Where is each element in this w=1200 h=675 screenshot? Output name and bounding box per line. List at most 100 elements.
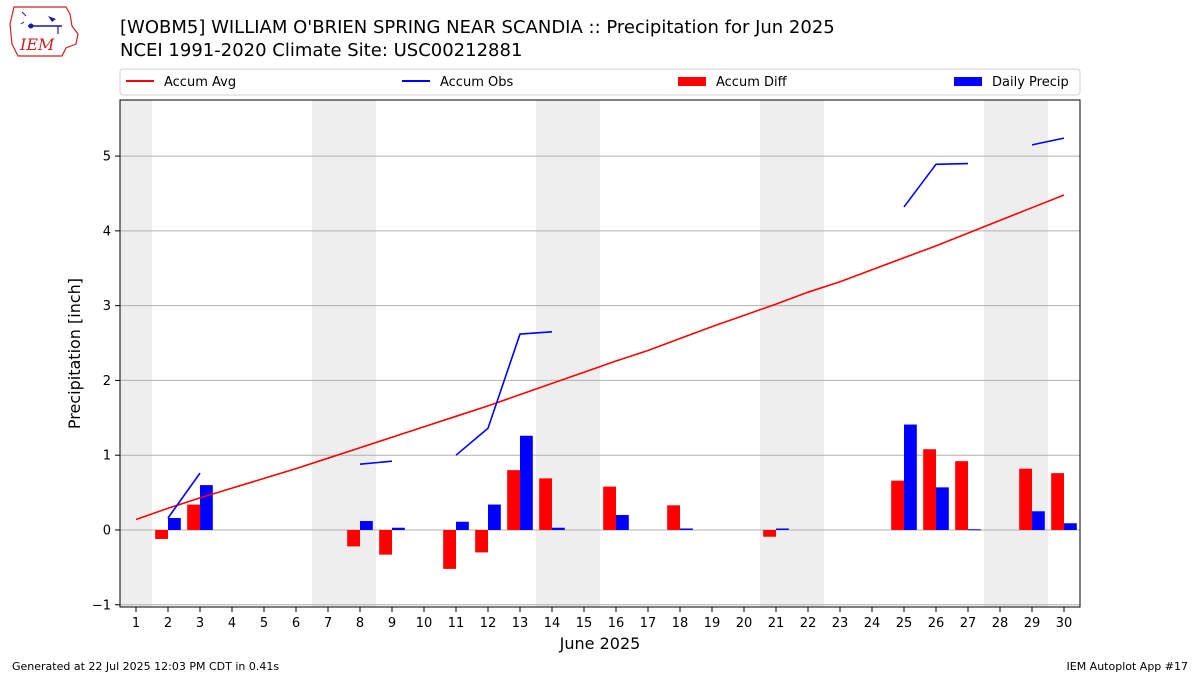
logo-text: IEM	[19, 35, 55, 54]
x-tick-label-7: 7	[324, 616, 332, 631]
x-tick-label-19: 19	[704, 616, 721, 631]
weekend-shade-day-15	[568, 100, 600, 607]
footer-generated: Generated at 22 Jul 2025 12:03 PM CDT in…	[12, 660, 280, 673]
x-tick-label-5: 5	[260, 616, 268, 631]
axes-layer: 1 2 3 4 5 6 7 8 9 10 11 12 13 14 15 16 17 18 19 20 21 22 23 24 2…	[65, 150, 1072, 653]
accum-diff-bar-day-18	[667, 505, 680, 530]
grid-lines	[120, 155, 1080, 606]
accum-diff-bar-day-16	[603, 486, 616, 530]
x-tick-label-30: 30	[1056, 616, 1073, 631]
x-tick-label-23: 23	[832, 616, 849, 631]
x-tick-label-27: 27	[960, 616, 977, 631]
x-tick-label-21: 21	[768, 616, 785, 631]
daily-precip-bar-day-16	[616, 515, 629, 530]
x-tick-label-18: 18	[672, 616, 689, 631]
legend: Accum Avg Accum Obs Accum Diff Daily Precip	[119, 68, 1081, 96]
daily-precip-bar-day-13	[520, 435, 533, 530]
x-tick-label-20: 20	[736, 616, 753, 631]
daily-precip-bar-day-11	[456, 521, 469, 530]
accum-diff-bar-day-27	[955, 461, 968, 530]
plot-frame	[119, 99, 1081, 608]
y-tick-label-5: 5	[103, 150, 111, 165]
x-tick-label-14: 14	[544, 616, 561, 631]
x-tick-label-6: 6	[292, 616, 300, 631]
iem-logo: IEM	[9, 6, 79, 57]
daily-precip-bar-day-8	[360, 521, 373, 530]
x-tick-label-9: 9	[388, 616, 396, 631]
chart-subtitle: NCEI 1991-2020 Climate Site: USC00212881	[120, 40, 523, 61]
x-tick-label-17: 17	[640, 616, 657, 631]
weekend-shade-day-28	[984, 100, 1016, 607]
daily-precip-bar-day-27	[968, 529, 981, 531]
accum-obs-line-segment-4	[1031, 137, 1065, 146]
daily-precip-bar-day-25	[904, 424, 917, 530]
x-axis-label: June 2025	[559, 634, 641, 653]
accum-obs-line-segment-0	[167, 472, 201, 519]
x-tick-label-11: 11	[448, 616, 465, 631]
accum-diff-bar-day-11	[443, 529, 456, 569]
weekend-shade-day-22	[792, 100, 824, 607]
y-tick-label-3: 3	[103, 299, 111, 314]
legend-label-accum-diff: Accum Diff	[716, 75, 788, 90]
accum-obs-line-segment-3	[903, 162, 969, 208]
weekend-shading	[120, 100, 1048, 607]
daily-precip-bar-day-21	[776, 528, 789, 530]
y-tick-label-1: 1	[103, 449, 111, 464]
weekend-shade-day-14	[536, 100, 568, 607]
weekend-shade-day-29	[1016, 100, 1048, 607]
x-tick-label-22: 22	[800, 616, 817, 631]
weekend-shade-day-7	[312, 100, 344, 607]
accum-diff-bar-day-3	[187, 504, 200, 530]
accum-obs-line-segment-1	[359, 460, 393, 465]
daily-precip-bar-day-3	[200, 485, 213, 530]
accum-avg-line-segment-0	[135, 194, 1065, 521]
daily-precip-bar-day-29	[1032, 511, 1045, 530]
x-tick-label-4: 4	[228, 616, 236, 631]
daily-precip-bar-day-12	[488, 504, 501, 530]
accum-diff-bar-day-13	[507, 470, 520, 530]
legend-swatch-accum-diff	[678, 77, 706, 86]
x-tick-label-2: 2	[164, 616, 172, 631]
weekend-shade-day-21	[760, 100, 792, 607]
daily-precip-bar-day-14	[552, 527, 565, 530]
legend-swatch-daily-precip	[954, 77, 982, 86]
legend-label-accum-obs: Accum Obs	[440, 75, 513, 90]
x-tick-label-10: 10	[416, 616, 433, 631]
y-tick-label-4: 4	[103, 224, 111, 239]
y-tick-label-2: 2	[103, 374, 111, 389]
accum-diff-bar-day-30	[1051, 473, 1064, 530]
daily-precip-bar-day-18	[680, 528, 693, 530]
bars-layer	[155, 424, 1077, 569]
accum-diff-bar-day-25	[891, 480, 904, 530]
legend-label-daily-precip: Daily Precip	[992, 75, 1069, 90]
accum-diff-bar-day-2	[155, 529, 168, 539]
daily-precip-bar-day-26	[936, 487, 949, 530]
x-tick-label-26: 26	[928, 616, 945, 631]
accum-diff-bar-day-9	[379, 529, 392, 555]
x-tick-label-24: 24	[864, 616, 881, 631]
x-tick-label-3: 3	[196, 616, 204, 631]
x-tick-label-28: 28	[992, 616, 1009, 631]
x-tick-label-15: 15	[576, 616, 593, 631]
y-axis-label: Precipitation [inch]	[65, 278, 84, 429]
accum-diff-bar-day-12	[475, 529, 488, 553]
x-tick-label-12: 12	[480, 616, 497, 631]
footer-app: IEM Autoplot App #17	[1066, 660, 1189, 673]
daily-precip-bar-day-2	[168, 518, 181, 530]
x-tick-label-25: 25	[896, 616, 913, 631]
daily-precip-bar-day-9	[392, 527, 405, 530]
y-tick-label-0: 0	[103, 523, 111, 538]
x-tick-label-29: 29	[1024, 616, 1041, 631]
accum-obs-line-segment-2	[455, 331, 553, 456]
chart-title: [WOBM5] WILLIAM O'BRIEN SPRING NEAR SCAN…	[120, 17, 835, 38]
weekend-shade-day-1	[120, 100, 152, 607]
x-tick-label-8: 8	[356, 616, 364, 631]
x-tick-label-13: 13	[512, 616, 529, 631]
daily-precip-bar-day-30	[1064, 523, 1077, 530]
x-tick-label-1: 1	[132, 616, 140, 631]
accum-diff-bar-day-8	[347, 529, 360, 547]
accum-diff-bar-day-29	[1019, 468, 1032, 530]
legend-box	[119, 68, 1081, 96]
accum-diff-bar-day-21	[763, 529, 776, 537]
